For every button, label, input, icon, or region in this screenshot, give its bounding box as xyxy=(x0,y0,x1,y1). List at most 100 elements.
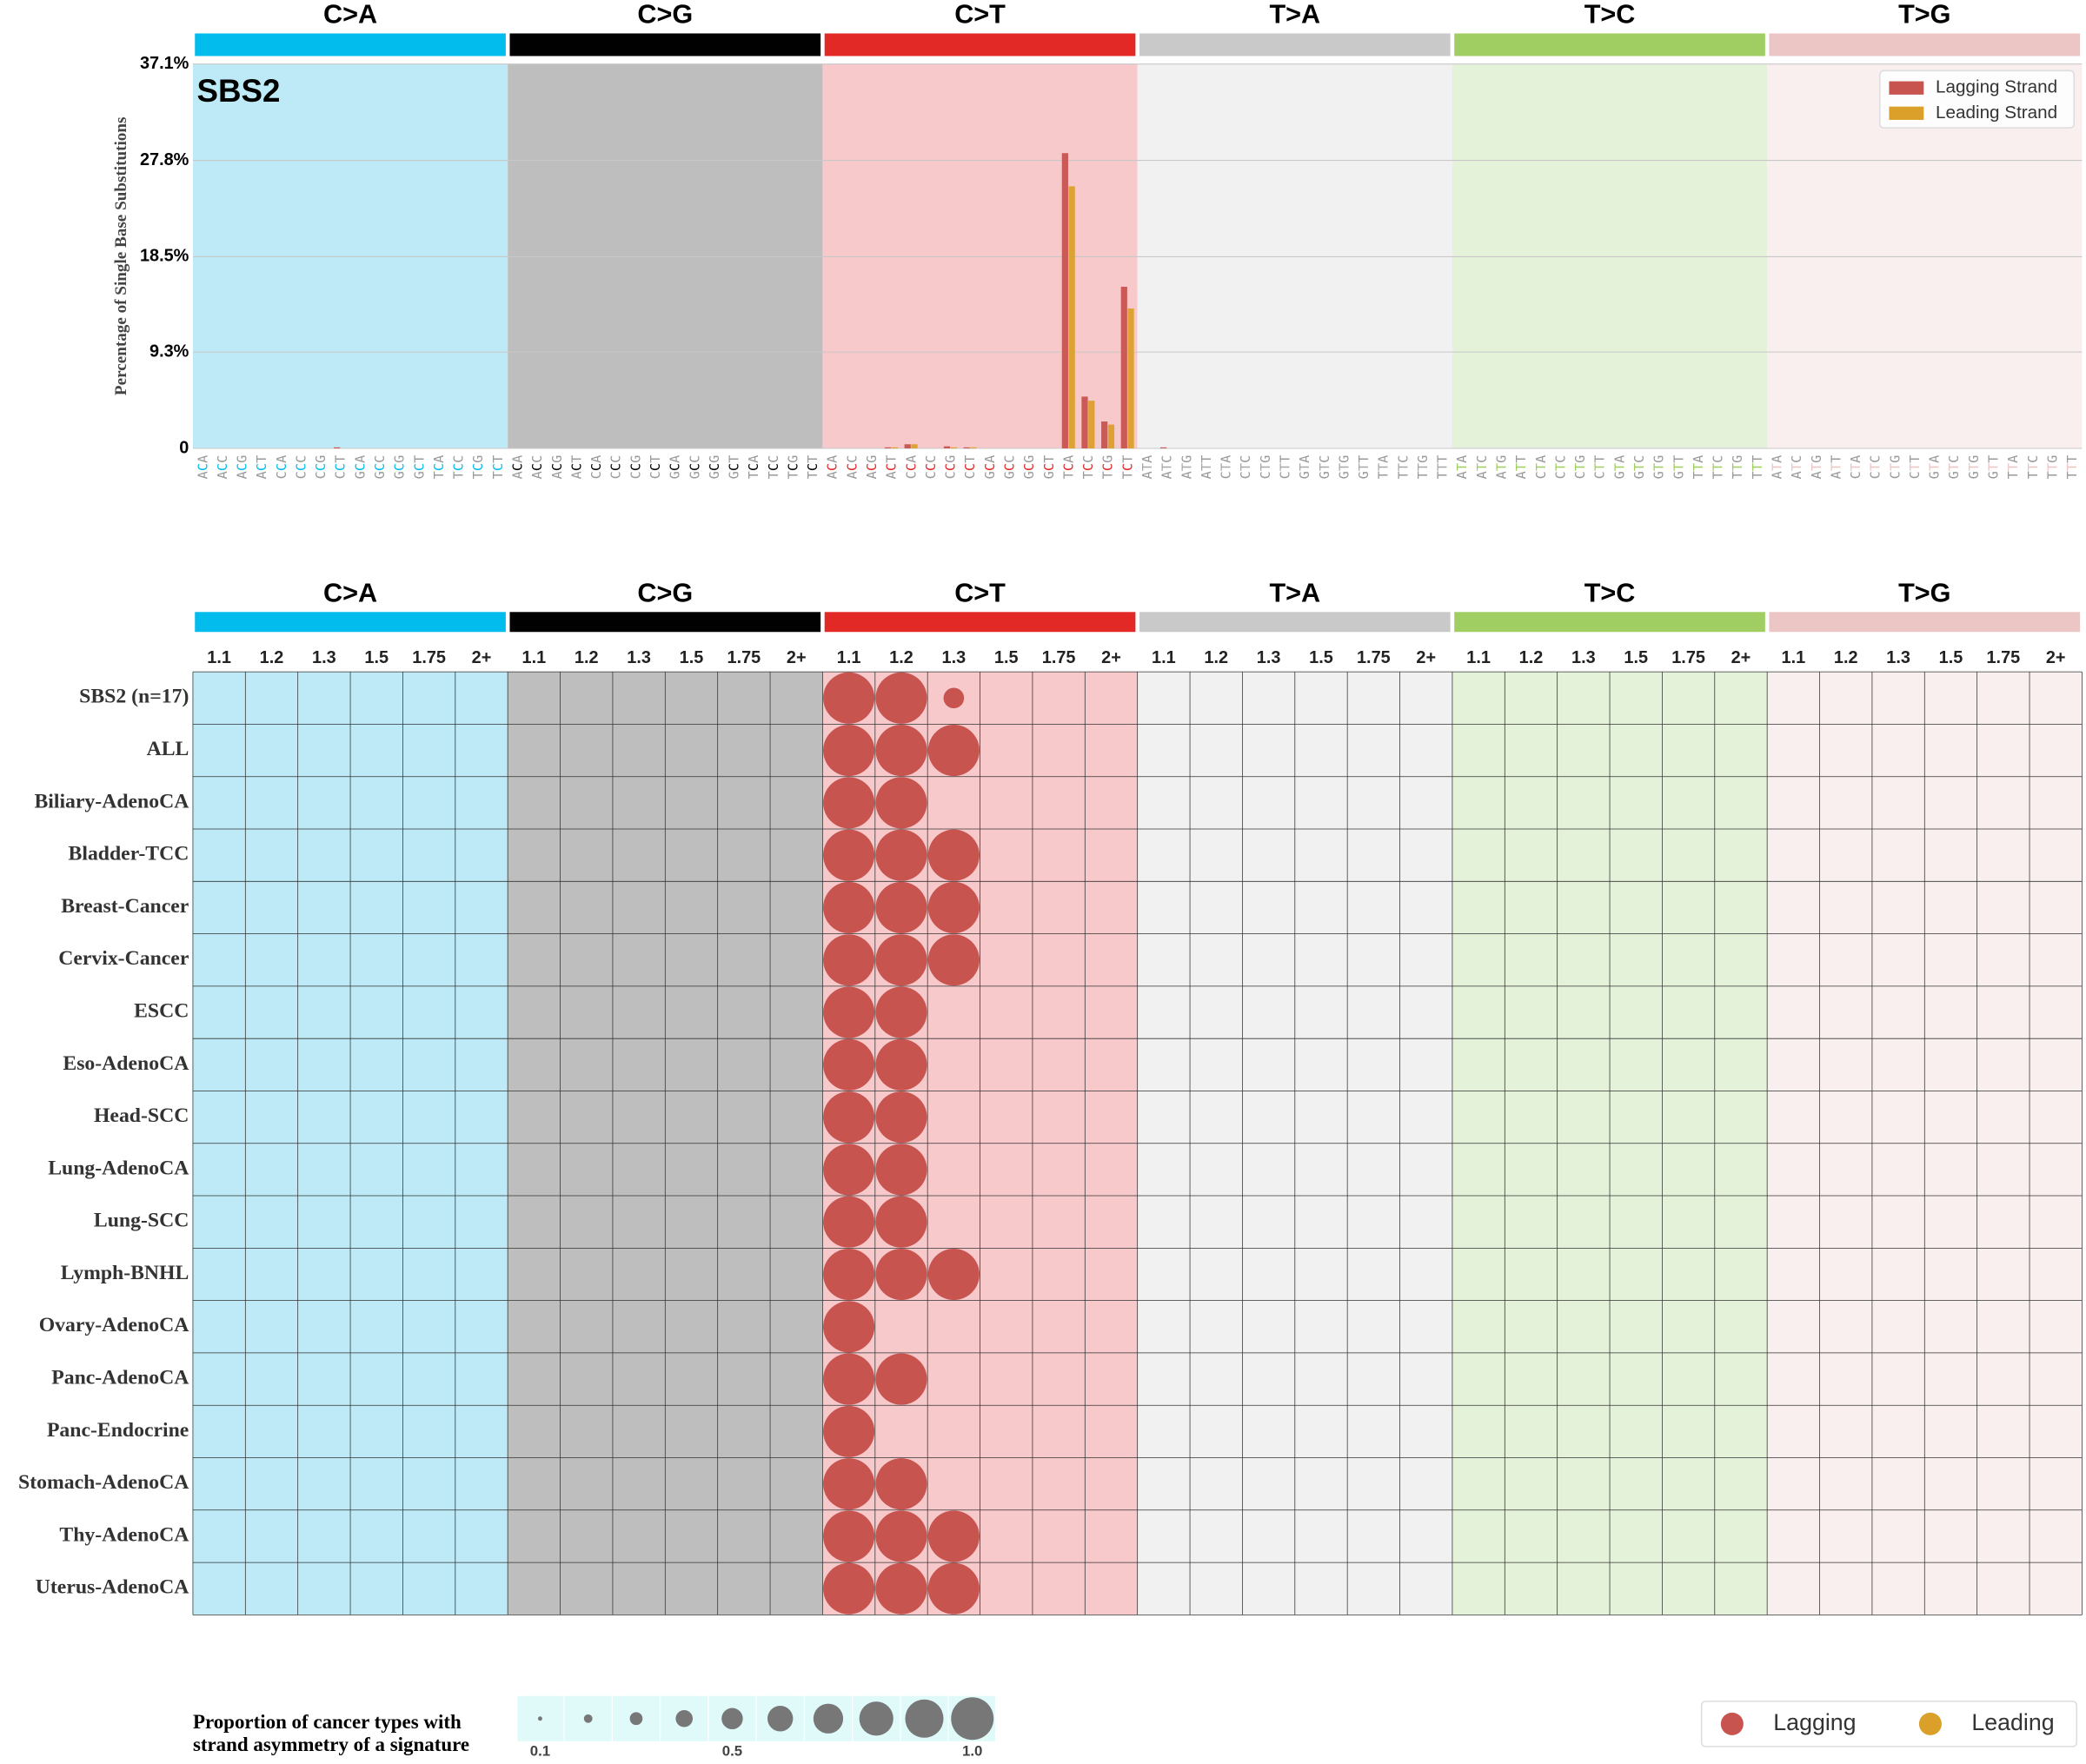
threshold-label: 1.75 xyxy=(1042,648,1076,667)
x-tick-label: ATA xyxy=(1769,455,1784,480)
x-tick-label: TCA xyxy=(1060,455,1076,480)
x-tick-label: ATA xyxy=(1454,455,1470,480)
x-tick-label: TCA xyxy=(430,455,446,480)
group-label: C>T xyxy=(954,0,1006,30)
bubble xyxy=(927,725,980,777)
threshold-label: 1.1 xyxy=(207,648,231,667)
bubble xyxy=(927,1510,980,1562)
group-label: C>G xyxy=(637,578,693,607)
x-tick-label: TCC xyxy=(450,455,466,480)
size-legend-circle xyxy=(721,1708,743,1729)
threshold-label: 1.75 xyxy=(727,648,761,667)
threshold-label: 1.2 xyxy=(575,648,599,667)
group-label: C>T xyxy=(954,578,1006,607)
threshold-label: 1.5 xyxy=(364,648,389,667)
group-label: C>G xyxy=(637,0,693,30)
row-label: Cervix-Cancer xyxy=(58,947,189,970)
bar xyxy=(911,444,918,449)
x-tick-label: CCG xyxy=(313,455,329,480)
group-bar xyxy=(1769,612,2081,633)
bar xyxy=(1061,153,1068,449)
bubble xyxy=(823,881,875,934)
threshold-label: 1.75 xyxy=(1987,648,2021,667)
legend-label: Lagging xyxy=(1773,1709,1856,1735)
x-tick-label: CTA xyxy=(1532,455,1548,480)
x-tick-label: GTC xyxy=(1316,455,1332,480)
x-tick-label: GCC xyxy=(1001,455,1017,480)
y-tick-label: 9.3% xyxy=(149,342,189,361)
x-tick-label: TCT xyxy=(489,455,505,480)
group-bar xyxy=(195,612,506,633)
row-label: Bladder-TCC xyxy=(69,843,189,865)
bubble xyxy=(823,1196,875,1248)
x-tick-label: TCG xyxy=(1099,455,1115,480)
bubble xyxy=(927,881,980,934)
x-tick-label: CCT xyxy=(332,455,348,480)
bubble xyxy=(875,1091,927,1144)
x-tick-label: ACT xyxy=(568,455,584,480)
x-tick-label: ATC xyxy=(1159,455,1174,480)
x-tick-label: CTT xyxy=(1277,455,1292,480)
x-tick-label: CCC xyxy=(608,455,623,480)
bubble xyxy=(875,829,927,881)
bubble xyxy=(943,687,965,709)
threshold-label: 1.3 xyxy=(627,648,651,667)
legend-marker xyxy=(1720,1712,1744,1735)
x-tick-label: ACC xyxy=(214,455,229,480)
x-tick-label: CTT xyxy=(1591,455,1607,480)
y-tick-label: 18.5% xyxy=(140,247,189,266)
x-tick-label: GCC xyxy=(372,455,388,480)
threshold-label: 1.1 xyxy=(522,648,547,667)
group-bar xyxy=(824,33,1136,56)
size-legend-circle xyxy=(675,1709,693,1728)
x-tick-label: CCA xyxy=(903,455,919,480)
x-tick-label: TTA xyxy=(1375,455,1391,480)
row-label: Uterus-AdenoCA xyxy=(36,1576,189,1599)
group-bar xyxy=(1139,33,1451,56)
row-label: ESCC xyxy=(134,999,189,1022)
x-tick-label: ATC xyxy=(1473,455,1489,480)
bubble xyxy=(875,1353,927,1405)
size-legend-circle xyxy=(813,1703,844,1734)
bubble xyxy=(823,1144,875,1196)
x-tick-label: GTA xyxy=(1611,455,1627,480)
bar xyxy=(1127,308,1134,449)
bubble xyxy=(875,934,927,986)
bubble xyxy=(823,1248,875,1301)
bubble xyxy=(875,672,927,724)
x-tick-label: TTT xyxy=(2064,455,2080,480)
x-tick-label: GCT xyxy=(411,455,427,480)
panel xyxy=(822,63,1138,449)
x-tick-label: GCG xyxy=(1021,455,1037,480)
group-bar xyxy=(195,33,506,56)
x-tick-label: TTG xyxy=(1730,455,1745,480)
x-tick-label: TTG xyxy=(2044,455,2060,480)
row-label: ALL xyxy=(147,738,189,760)
x-tick-label: GTC xyxy=(1631,455,1647,480)
x-tick-label: TTT xyxy=(1434,455,1450,480)
threshold-label: 1.5 xyxy=(1624,648,1648,667)
x-tick-label: CTC xyxy=(1867,455,1883,480)
x-tick-label: CTG xyxy=(1572,455,1588,480)
y-axis-label: Percentage of Single Base Substitutions xyxy=(112,117,130,396)
size-legend-title: strand asymmetry of a signature xyxy=(193,1734,469,1755)
panel xyxy=(1452,63,1768,449)
bubble xyxy=(875,725,927,777)
bubble xyxy=(823,725,875,777)
bubble xyxy=(875,1248,927,1301)
x-tick-label: ACC xyxy=(529,455,545,480)
x-tick-label: TCC xyxy=(765,455,781,480)
x-tick-label: ATT xyxy=(1513,455,1529,480)
x-tick-label: CTC xyxy=(1552,455,1568,480)
bar xyxy=(1068,186,1075,449)
bubble xyxy=(823,1353,875,1405)
bubble xyxy=(875,1458,927,1510)
x-tick-label: ACA xyxy=(824,455,840,480)
group-label: T>A xyxy=(1269,578,1320,607)
legend-label: Leading xyxy=(1971,1709,2054,1735)
size-legend-circle xyxy=(859,1701,894,1736)
bubble xyxy=(823,1405,875,1457)
x-tick-label: ACT xyxy=(883,455,899,480)
x-tick-label: CCG xyxy=(628,455,643,480)
group-bar xyxy=(1454,612,1765,633)
